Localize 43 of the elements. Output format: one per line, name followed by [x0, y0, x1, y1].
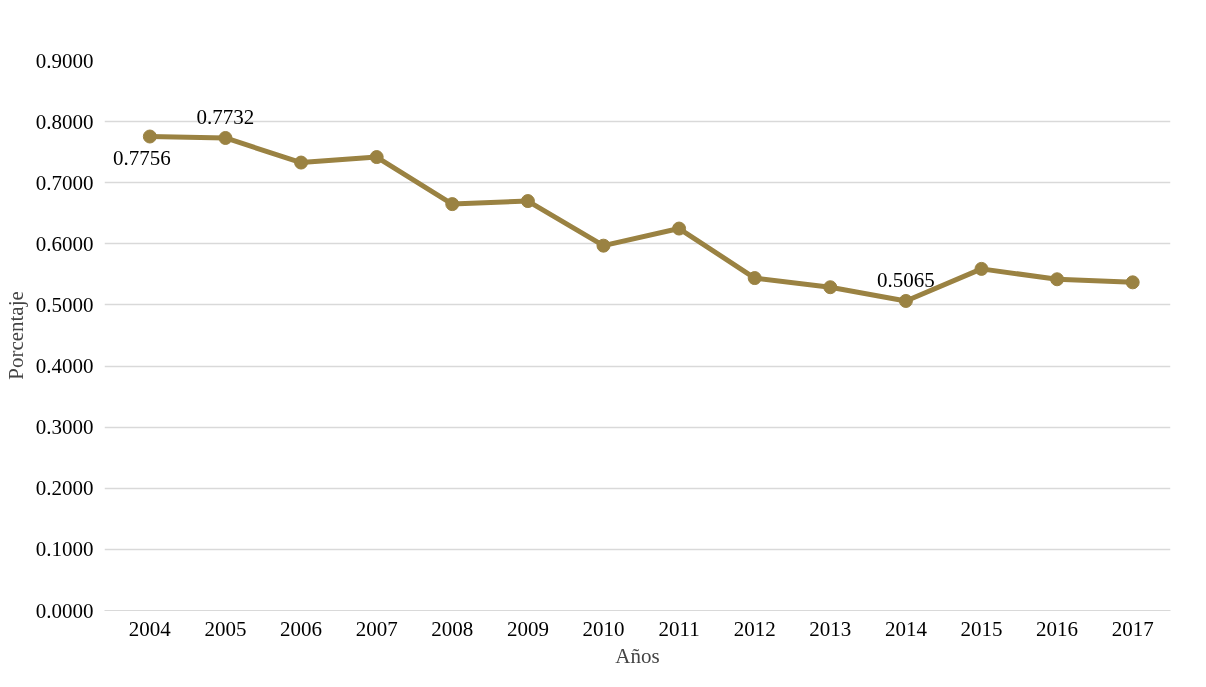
point: [596, 238, 611, 253]
y-tick-label: 0.5000: [35, 292, 94, 317]
x-tick-label: 2004: [128, 616, 172, 641]
point: [520, 194, 535, 209]
y-tick-label: 0.4000: [35, 354, 94, 379]
x-tick-label: 2011: [658, 616, 700, 641]
point: [218, 131, 233, 145]
point: [142, 129, 157, 144]
point: [294, 155, 309, 170]
x-tick-label: 2013: [809, 616, 852, 641]
point: [445, 197, 460, 212]
y-axis-title: Porcentaje: [3, 291, 28, 380]
y-tick-label: 0.6000: [35, 231, 94, 256]
y-tick-label: 0.9000: [35, 48, 94, 73]
point: [747, 271, 762, 286]
data-label: 0.5065: [877, 267, 935, 292]
x-tick-label: 2017: [1111, 616, 1154, 641]
x-tick-label: 2016: [1036, 616, 1079, 641]
x-tick-label: 2005: [204, 616, 247, 641]
y-tick-label: 0.0000: [35, 598, 94, 623]
x-tick-label: 2015: [960, 616, 1003, 641]
point: [1050, 272, 1065, 287]
y-tick-label: 0.3000: [35, 415, 94, 440]
x-tick-label: 2006: [280, 616, 323, 641]
point: [1125, 275, 1140, 290]
x-axis-title: Años: [615, 643, 660, 668]
y-tick-label: 0.2000: [35, 476, 94, 501]
y-tick-label: 0.8000: [35, 109, 94, 134]
y-tick-label: 0.1000: [35, 537, 94, 562]
x-tick-label: 2009: [506, 616, 549, 641]
point: [369, 150, 384, 165]
x-tick-label: 2007: [355, 616, 398, 641]
x-tick-label: 2008: [431, 616, 474, 641]
point: [823, 280, 838, 295]
y-tick-label: 0.7000: [35, 170, 94, 195]
point: [974, 261, 989, 276]
x-tick-label: 2012: [733, 616, 776, 641]
data-label: 0.7756: [112, 145, 171, 170]
point: [898, 293, 913, 308]
point: [672, 221, 687, 236]
data-label: 0.7732: [196, 104, 255, 129]
x-tick-label: 2010: [582, 616, 625, 641]
x-tick-label: 2014: [884, 616, 928, 641]
